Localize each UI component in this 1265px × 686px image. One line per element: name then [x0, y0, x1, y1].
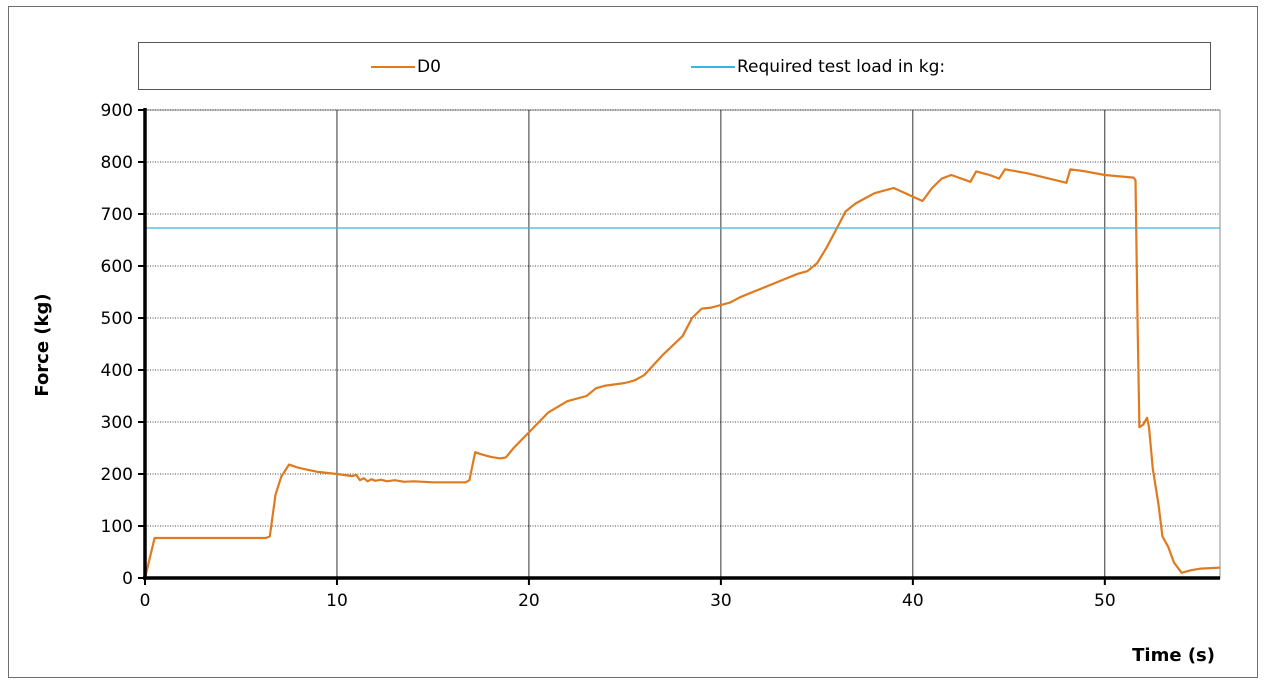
y-tick-label-600: 600 [101, 257, 133, 277]
x-tick-label-40: 40 [902, 591, 924, 611]
legend-swatch-required-load [691, 66, 735, 68]
y-tick-label-100: 100 [101, 517, 133, 537]
y-axis-title: Force (kg) [32, 293, 53, 396]
legend-item-d0: D0 [371, 43, 441, 91]
y-tick-label-400: 400 [101, 361, 133, 381]
tick-labels: 0 100 200 300 400 500 600 700 800 900 0 10 20 30 40 50 [101, 101, 1116, 611]
legend-label-required-load: Required test load in kg: [737, 57, 946, 77]
series-line-0 [143, 168, 1221, 579]
y-tick-label-900: 900 [101, 101, 133, 121]
x-tick-label-0: 0 [140, 591, 151, 611]
y-tick-label-0: 0 [122, 569, 133, 589]
axes [138, 108, 1220, 585]
y-tick-label-700: 700 [101, 205, 133, 225]
y-tick-label-800: 800 [101, 153, 133, 173]
x-tick-label-20: 20 [518, 591, 540, 611]
y-tick-label-300: 300 [101, 413, 133, 433]
x-tick-label-30: 30 [710, 591, 732, 611]
legend: D0 Required test load in kg: [138, 42, 1211, 90]
legend-label-d0: D0 [417, 57, 441, 77]
legend-swatch-d0 [371, 66, 415, 68]
x-axis-title: Time (s) [1132, 645, 1215, 666]
x-tick-label-10: 10 [326, 591, 348, 611]
y-tick-label-500: 500 [101, 309, 133, 329]
plot-border [144, 109, 1221, 579]
legend-item-required-load: Required test load in kg: [691, 43, 945, 91]
x-tick-label-50: 50 [1094, 591, 1116, 611]
gridlines [144, 109, 1221, 579]
series-layer [143, 168, 1221, 579]
y-tick-label-200: 200 [101, 465, 133, 485]
